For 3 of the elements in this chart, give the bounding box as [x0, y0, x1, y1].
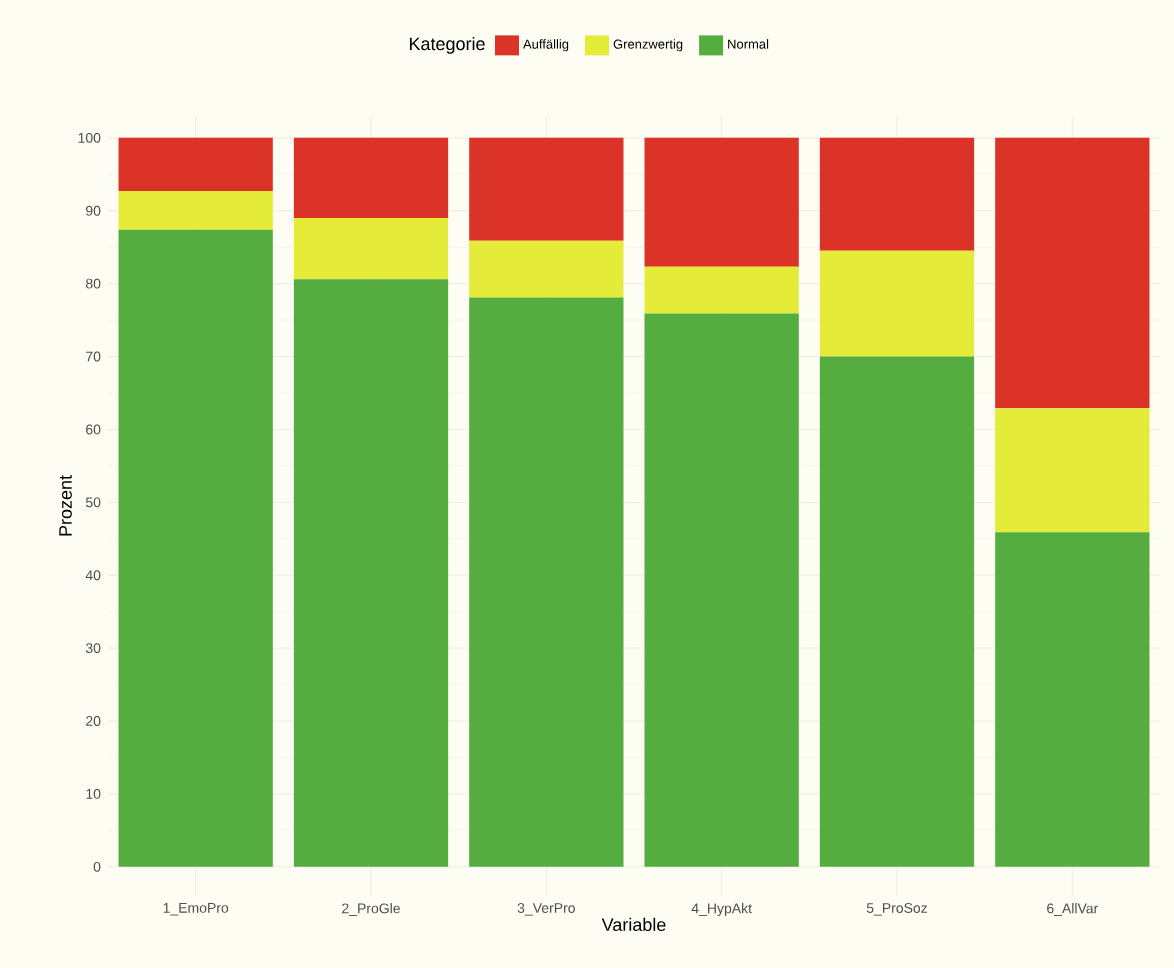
y-axis-title: Prozent	[59, 475, 72, 536]
x-axis-title: Variable	[601, 917, 666, 932]
legend-title: Kategorie	[409, 36, 485, 54]
